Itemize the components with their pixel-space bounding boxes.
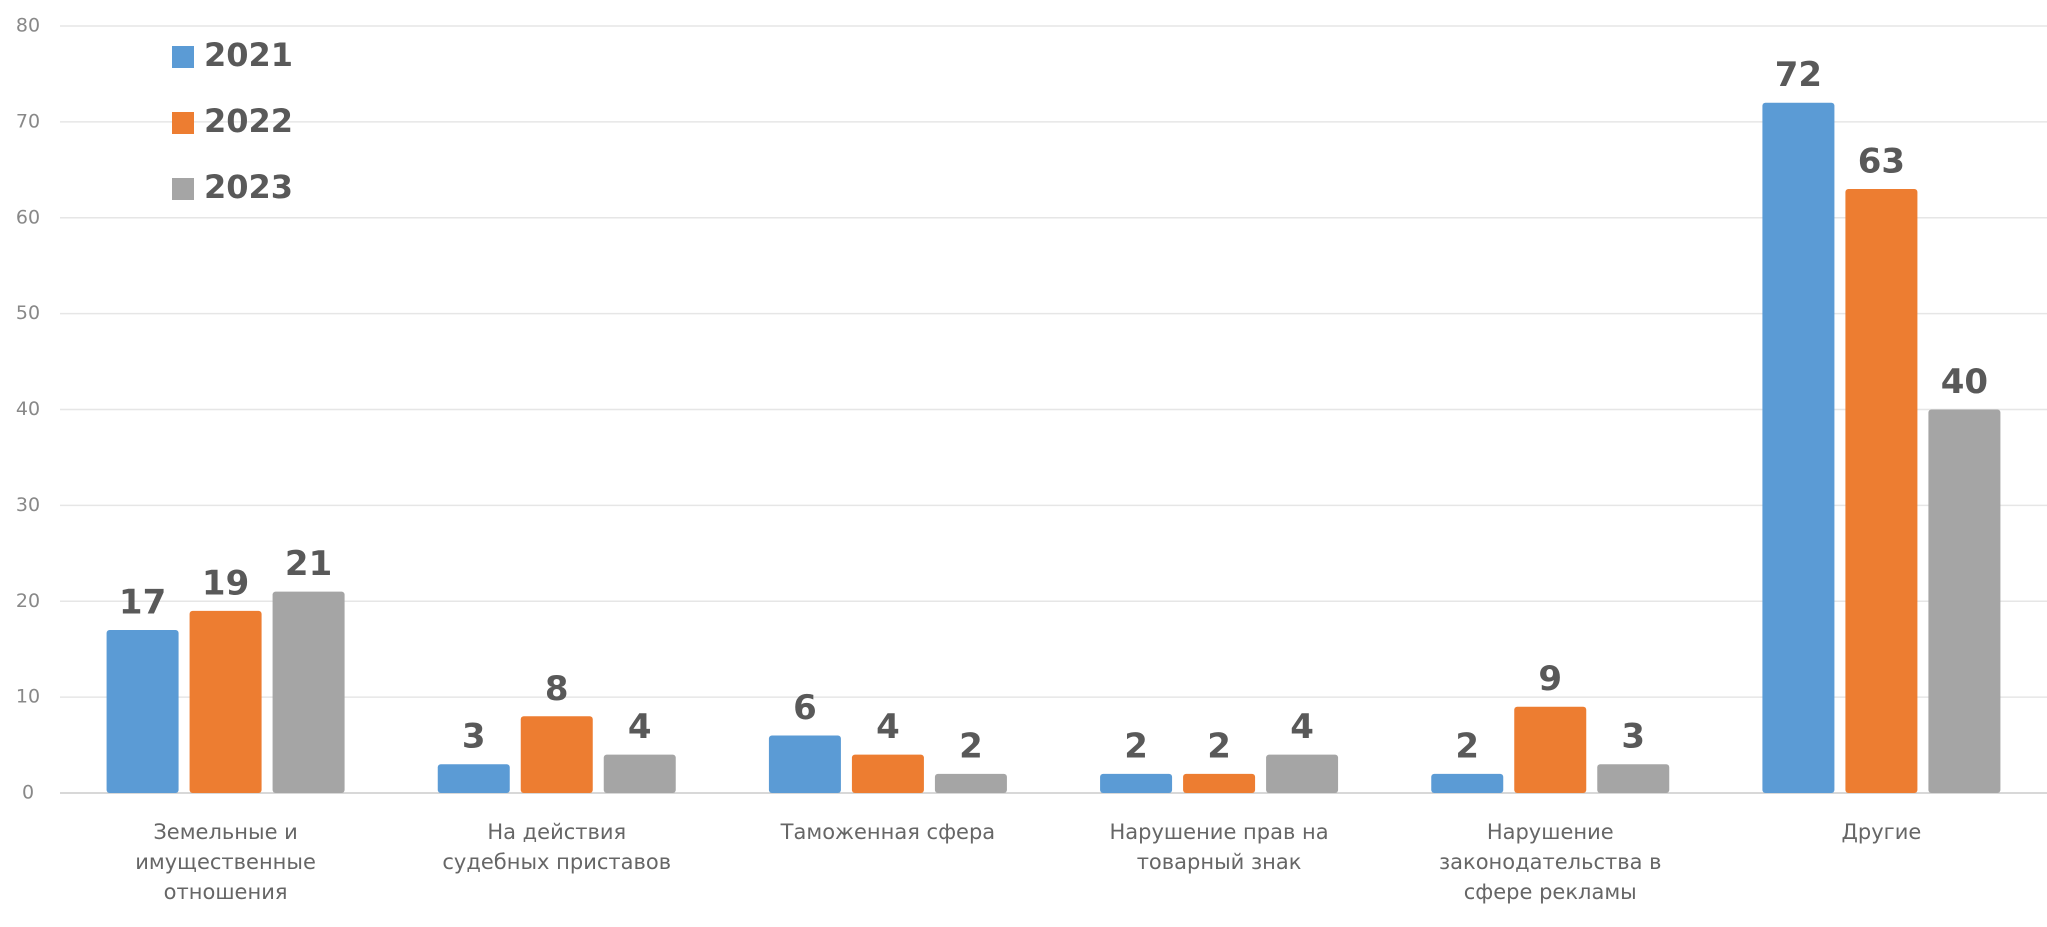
data-label: 3 [1621, 717, 1645, 757]
bar [603, 754, 676, 793]
bar [934, 773, 1007, 793]
data-label: 2 [1207, 726, 1231, 766]
bar [106, 630, 179, 793]
data-label: 21 [285, 544, 332, 584]
bar [189, 610, 262, 793]
legend-swatch [172, 178, 194, 200]
y-tick-label: 10 [16, 686, 40, 708]
y-tick-label: 60 [16, 206, 40, 228]
bar [1762, 102, 1835, 793]
bar [1514, 706, 1587, 793]
data-label: 19 [202, 563, 249, 603]
data-label: 40 [1941, 362, 1988, 402]
x-tick-label: Нарушение прав на товарный знак [1109, 820, 1329, 874]
data-label: 4 [1290, 707, 1314, 747]
bar [272, 591, 345, 793]
y-tick-label: 30 [16, 494, 40, 516]
bar [1597, 764, 1670, 793]
legend-label: 2022 [204, 102, 293, 140]
bar [1266, 754, 1339, 793]
x-tick-label: Нарушение законодательства в сфере рекла… [1438, 820, 1662, 904]
y-tick-label: 0 [22, 782, 34, 804]
bar [1928, 409, 2001, 793]
x-tick-label: На действия судебных приставов [442, 820, 672, 874]
data-label: 2 [959, 726, 983, 766]
bar [1845, 188, 1918, 794]
data-label: 4 [628, 707, 652, 747]
bar [1431, 773, 1504, 793]
x-tick-label: Таможенная сфера [780, 820, 996, 844]
data-label: 63 [1858, 141, 1905, 181]
y-tick-label: 20 [16, 590, 40, 612]
data-label: 72 [1775, 55, 1822, 95]
data-label: 3 [462, 717, 486, 757]
legend-swatch [172, 112, 194, 134]
bar [1183, 773, 1256, 793]
legend-label: 2023 [204, 168, 293, 206]
x-tick-label: Другие [1841, 820, 1922, 844]
y-tick-label: 50 [16, 302, 40, 324]
data-label: 2 [1455, 726, 1479, 766]
x-tick-label: Земельные и имущественные отношения [135, 820, 316, 904]
bar [1100, 773, 1173, 793]
bar [851, 754, 924, 793]
y-tick-label: 40 [16, 398, 40, 420]
bar [437, 764, 510, 793]
data-label: 4 [876, 707, 900, 747]
legend-label: 2021 [204, 36, 293, 74]
data-label: 9 [1538, 659, 1562, 699]
bar [768, 735, 841, 793]
data-label: 2 [1124, 726, 1148, 766]
legend-swatch [172, 46, 194, 68]
data-label: 17 [119, 583, 166, 623]
data-label: 8 [545, 669, 569, 709]
y-tick-label: 80 [16, 15, 40, 37]
bar [520, 716, 593, 793]
y-tick-label: 70 [16, 110, 40, 132]
data-label: 6 [793, 688, 817, 728]
